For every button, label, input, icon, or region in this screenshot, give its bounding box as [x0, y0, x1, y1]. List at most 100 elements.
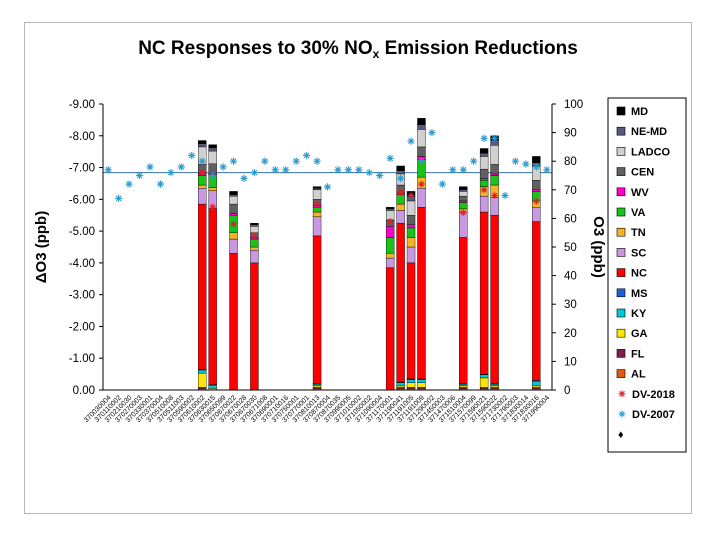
dv2007-marker-371510004-stroke-3	[460, 166, 467, 173]
dv2007-marker-371830014	[522, 160, 530, 168]
dv2007-marker-370030004-stroke-3	[105, 166, 112, 173]
dv2018-marker-371191005	[407, 192, 415, 199]
dv2007-marker-370990005	[344, 166, 352, 174]
bar-segment-ladco-371191005	[406, 200, 416, 216]
bar-segment-va-370810013	[312, 207, 322, 213]
legend-label-dv-2018: DV-2018	[632, 389, 675, 401]
bar-segment-wv-370670022	[229, 213, 238, 216]
bar-segment-va-371190041	[396, 194, 405, 205]
legend-label-ne-md: NE-MD	[631, 126, 667, 138]
left-tick-label: -8.00	[69, 131, 95, 143]
dv2007-marker-370650099	[219, 163, 227, 171]
dv2007-marker-371010002	[355, 166, 363, 174]
dv2007-marker-370870004-stroke-3	[324, 184, 331, 190]
bar-segment-nc-371590021	[479, 211, 489, 375]
bar-segment-ne-md-370810013	[312, 188, 322, 190]
bar-segment-va-371170001	[385, 237, 395, 254]
dv2007-marker-371510004	[459, 166, 467, 174]
bar-segment-nc-371830016	[532, 221, 541, 381]
bar-segment-ne-md-370670030	[250, 224, 259, 227]
bar-segment-ga-371190041	[396, 385, 405, 388]
dv2007-marker-371290002-stroke-3	[429, 129, 435, 136]
bar-segment-tn-371191005	[406, 237, 416, 248]
legend-swatch-ky	[616, 308, 626, 318]
right-tick-label: 0	[564, 385, 570, 397]
bar-segment-sc-370670022	[229, 238, 238, 254]
bar-segment-ga-370810013	[312, 385, 322, 388]
bar-segment-wv-371510004	[459, 200, 468, 203]
dv2007-marker-370670030-stroke-3	[251, 169, 258, 176]
dv2007-marker-370370004	[156, 180, 165, 188]
dv2007-marker-371290002	[428, 129, 436, 137]
dv2007-marker-371191005-stroke-3	[408, 138, 414, 145]
legend-label-ladco: LADCO	[631, 146, 671, 158]
bar-segment-ky-371510004	[459, 384, 468, 387]
dv2007-marker-371470006-stroke-3	[449, 166, 456, 173]
title-subscript: x	[372, 47, 380, 61]
bar-segment-ladco-371590021	[479, 156, 489, 170]
dv2018-marker-371191009	[418, 180, 425, 188]
dv2007-marker-370670022	[229, 157, 238, 165]
bar-segment-ne-md-371510004	[459, 189, 468, 192]
bar-segment-md-371170001	[385, 207, 395, 210]
bar-segment-tn-371170001	[385, 253, 395, 259]
dv2007-marker-371190041-stroke-3	[397, 175, 404, 182]
dv2007-marker-370590002-stroke-3	[188, 152, 195, 159]
dv2007-marker-371450003-stroke-3	[439, 181, 446, 187]
dv2007-marker-371170001	[386, 154, 394, 162]
dv2018-marker-370670030-stroke-3	[251, 232, 258, 239]
legend-swatch-dv-2007	[618, 410, 626, 418]
bar-segment-ne-md-371590021	[479, 153, 489, 157]
bar-segment-ladco-371590022	[490, 145, 499, 165]
dv2007-marker-370810013	[313, 157, 321, 165]
bar-segment-va-371590021	[479, 180, 489, 187]
dv2007-marker-370270003-stroke-3	[136, 172, 143, 179]
dv2007-marker-371170001-stroke-3	[387, 155, 394, 162]
title-main: NC Responses to 30% NO	[138, 38, 373, 59]
bar-segment-cen-371830016	[532, 180, 541, 190]
bar-segment-nc-370630015	[208, 208, 217, 385]
bar-segment-md-370610002	[197, 140, 207, 144]
dv2007-marker-371191009	[417, 157, 426, 165]
bar-segment-nc-371190041	[396, 222, 405, 383]
bar-segment-md-370810013	[312, 186, 322, 189]
dv2007-marker-370670030	[250, 169, 259, 177]
bar-segment-tn-370610002	[197, 184, 207, 189]
bar-segment-sc-370670030	[250, 249, 259, 264]
dv-markers	[104, 129, 551, 239]
bar-segment-ga-371191009	[417, 382, 426, 388]
dv2007-marker-371191005	[407, 137, 415, 145]
left-tick-label: -7.00	[69, 163, 95, 175]
bar-segment-ky-370810013	[312, 384, 322, 387]
legend-swatch-ga	[616, 328, 626, 338]
bar-segment-wv-371170001	[385, 226, 395, 238]
legend: MD NE-MD LADCO CEN WV VA TN SC NC MS KY GA FL AL DV-20…	[607, 97, 687, 453]
right-tick-label: 90	[564, 128, 577, 140]
legend-swatch-ms	[616, 288, 626, 298]
dv2018-marker-371170001-stroke-3	[387, 218, 393, 224]
legend-swatch-ladco	[616, 147, 626, 156]
legend-label-nc: NC	[631, 268, 647, 280]
dv2018-marker-371510004	[460, 209, 467, 216]
dv2018-marker-371830016-stroke-3	[533, 198, 539, 204]
dv2007-marker-370670022-stroke-3	[230, 158, 237, 165]
legend-label-al: AL	[631, 369, 646, 381]
right-tick-label: 70	[564, 185, 577, 197]
bar-segment-sc-371191009	[417, 188, 426, 208]
dv2018-marker-371590022-stroke-3	[491, 192, 498, 199]
legend-label-tn: TN	[631, 227, 646, 239]
dv2007-marker-370990005-stroke-3	[345, 166, 352, 173]
dv2007-marker-370650099-stroke-3	[220, 164, 226, 170]
dv2018-marker-371190041	[397, 189, 404, 196]
bar-segment-nc-370670030	[250, 262, 259, 391]
right-tick-label: 10	[564, 356, 577, 368]
dv2007-marker-371590021-stroke-3	[481, 135, 488, 142]
dv2007-marker-371830016-stroke-3	[533, 164, 540, 170]
dv2007-marker-370770001	[303, 151, 311, 160]
dv2007-marker-370590002	[188, 151, 196, 160]
dv2007-marker-370671008	[261, 157, 269, 165]
bar-segment-ne-md-370630015	[208, 147, 217, 152]
left-tick-label: 0.00	[73, 385, 95, 397]
dv2007-marker-370510008	[167, 169, 175, 177]
legend-marker-diamond: ♦	[618, 429, 624, 441]
